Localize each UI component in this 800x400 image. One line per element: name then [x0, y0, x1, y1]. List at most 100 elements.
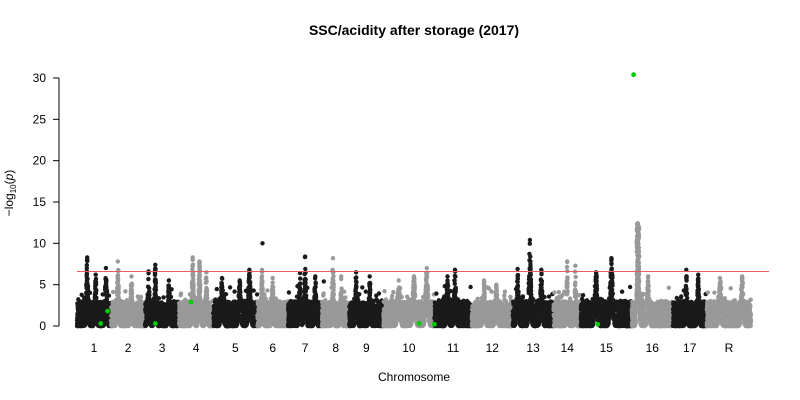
- snp-point: [116, 291, 121, 296]
- snp-point: [190, 284, 196, 289]
- snp-point: [158, 318, 163, 323]
- snp-point: [260, 287, 265, 292]
- snp-point: [100, 292, 105, 297]
- snp-point: [226, 299, 232, 305]
- snp-point: [263, 319, 268, 324]
- snp-point: [167, 298, 172, 304]
- snp-point: [193, 323, 199, 329]
- snp-point: [237, 292, 242, 297]
- snp-point: [204, 287, 209, 292]
- snp-point: [161, 295, 166, 300]
- snp-point: [87, 321, 93, 326]
- snp-point: [87, 290, 93, 295]
- snp-point: [257, 309, 263, 314]
- snp-point: [280, 312, 286, 318]
- snp-point: [197, 281, 202, 286]
- snp-point: [83, 318, 88, 323]
- snp-point: [219, 294, 224, 299]
- snp-point: [191, 290, 196, 295]
- snp-point: [212, 308, 217, 314]
- chromosome-6-points: [255, 267, 291, 329]
- snp-point: [87, 298, 92, 304]
- peak-snp-point: [129, 274, 134, 279]
- snp-point: [222, 322, 227, 327]
- snp-point: [232, 289, 237, 294]
- snp-point: [115, 280, 120, 285]
- snp-point: [217, 317, 222, 322]
- snp-point: [190, 274, 196, 279]
- snp-point: [258, 300, 264, 306]
- snp-point: [153, 280, 158, 285]
- snp-point: [115, 296, 121, 302]
- snp-point: [183, 297, 188, 302]
- snp-point: [274, 299, 279, 305]
- snp-point: [146, 301, 151, 306]
- snp-point: [246, 311, 251, 317]
- peak-snp-point: [93, 272, 98, 277]
- snp-point: [98, 301, 104, 307]
- snp-point: [231, 299, 236, 305]
- snp-point: [104, 292, 109, 298]
- snp-point: [84, 258, 90, 263]
- snp-point: [228, 311, 233, 316]
- snp-point: [119, 309, 125, 315]
- snp-point: [268, 312, 273, 317]
- peak-snp-point: [270, 275, 275, 281]
- snp-point: [241, 307, 246, 312]
- snp-point: [76, 297, 81, 302]
- snp-point: [197, 295, 202, 300]
- snp-point: [234, 306, 239, 311]
- snp-point: [246, 276, 252, 281]
- snp-point: [125, 299, 130, 304]
- snp-point: [161, 309, 167, 314]
- snp-point: [204, 292, 210, 297]
- snp-point: [271, 306, 276, 311]
- snp-point: [240, 323, 246, 328]
- peak-snp-point: [115, 259, 121, 264]
- snp-point: [134, 307, 139, 312]
- snp-point: [204, 278, 209, 284]
- snp-point: [199, 318, 204, 323]
- snp-point: [219, 283, 224, 288]
- snp-point: [117, 313, 123, 318]
- chromosome-2-points: [108, 259, 148, 329]
- snp-point: [195, 316, 201, 321]
- snp-point: [129, 283, 135, 288]
- snp-point: [213, 297, 218, 302]
- chromosome-7-points: [285, 254, 325, 329]
- snp-point: [91, 300, 97, 305]
- chromosome-4-points: [177, 255, 216, 329]
- snp-point: [96, 306, 102, 311]
- snp-point: [120, 301, 126, 306]
- snp-point: [84, 262, 90, 268]
- snp-point: [191, 309, 197, 315]
- peak-snp-point: [197, 259, 202, 264]
- chromosome-5-points: [211, 267, 260, 329]
- snp-point: [153, 266, 158, 272]
- snp-point: [248, 290, 253, 295]
- snp-point: [81, 322, 86, 328]
- snp-point: [138, 294, 144, 300]
- peak-snp-point: [219, 275, 225, 281]
- snp-point: [84, 283, 89, 288]
- snp-point: [197, 273, 202, 278]
- snp-point: [302, 271, 307, 277]
- snp-point: [286, 290, 292, 295]
- snp-point: [159, 323, 165, 328]
- snp-point: [218, 309, 223, 315]
- snp-point: [167, 292, 172, 297]
- snp-point: [111, 300, 116, 305]
- snp-point: [183, 322, 188, 328]
- snp-point: [204, 298, 210, 304]
- snp-point: [128, 307, 133, 313]
- snp-point: [223, 317, 229, 323]
- snp-point: [156, 303, 162, 308]
- snp-point: [227, 285, 233, 290]
- snp-point: [152, 292, 158, 297]
- snp-point: [127, 322, 132, 328]
- snp-point: [169, 312, 174, 317]
- snp-point: [104, 280, 109, 285]
- peak-snp-point: [153, 262, 158, 267]
- snp-point: [265, 288, 270, 293]
- snp-point: [269, 293, 275, 298]
